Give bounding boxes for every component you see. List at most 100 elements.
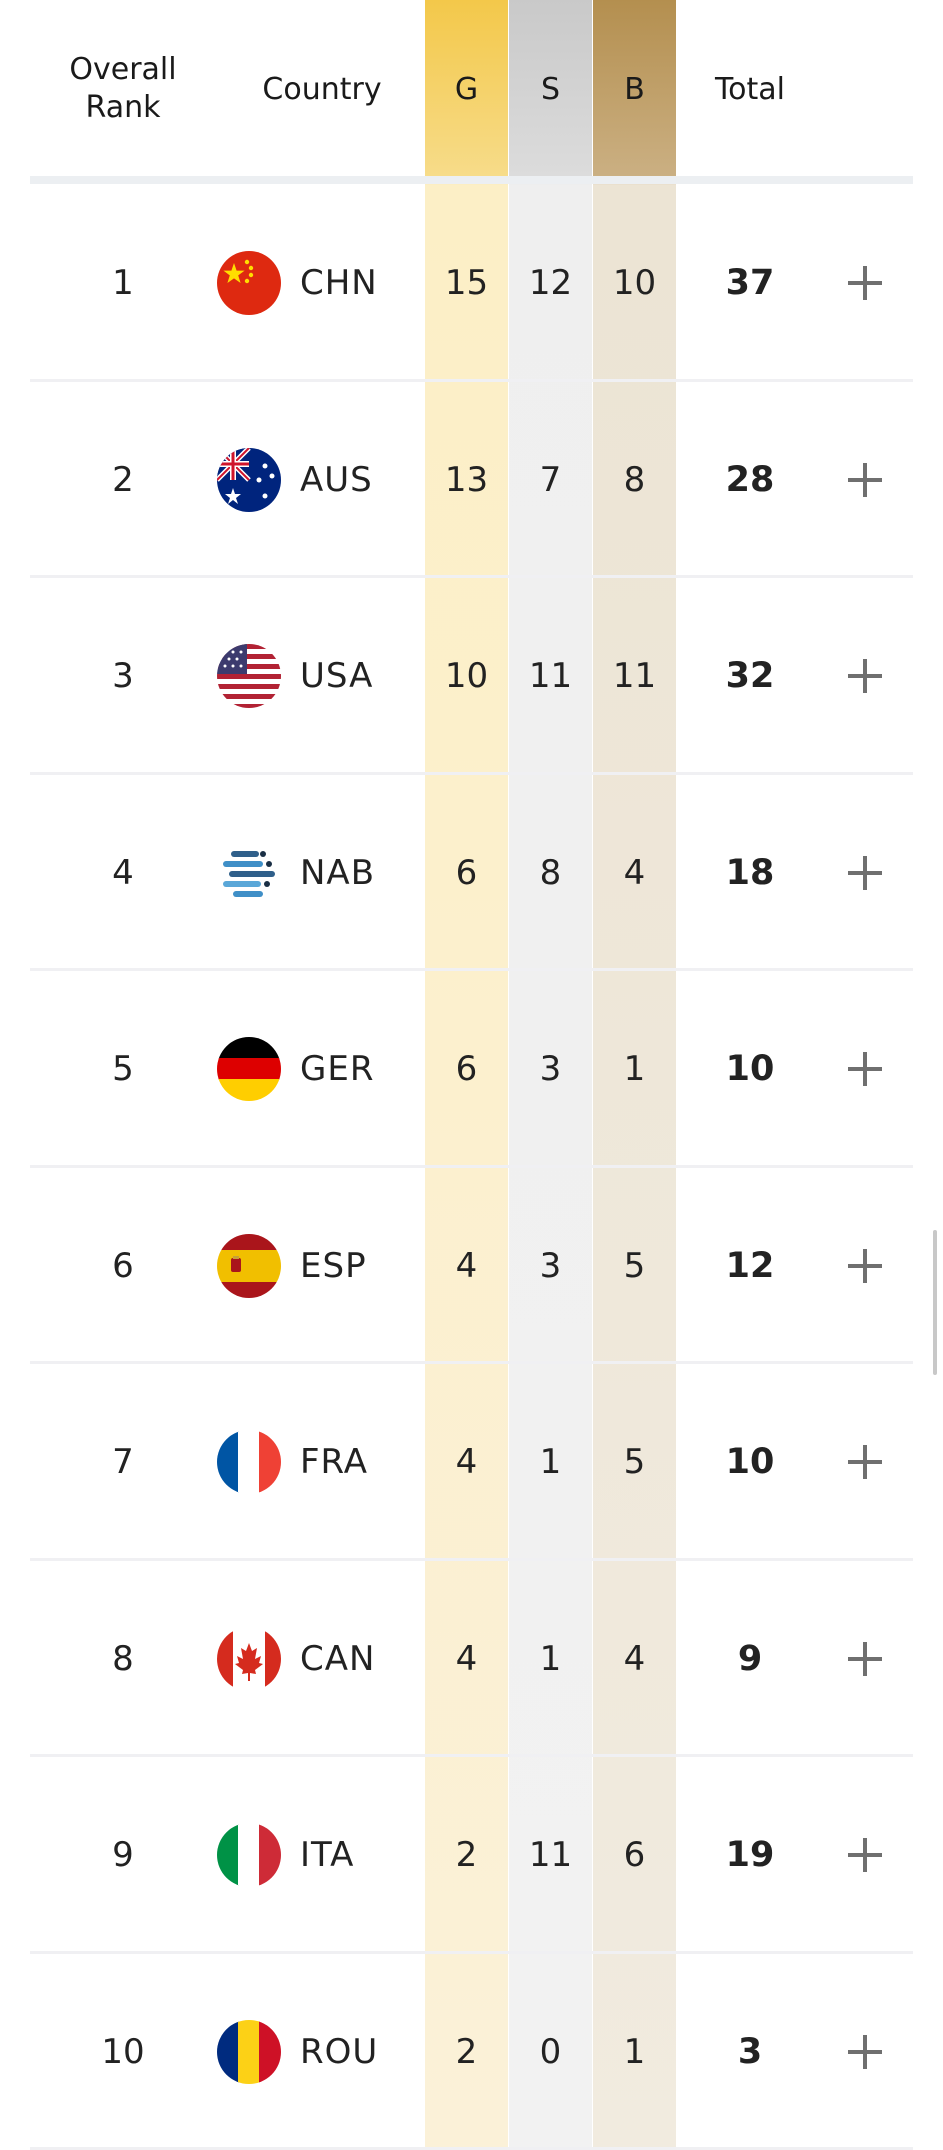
expand-plus-icon[interactable] [848, 856, 882, 890]
rank-cell: 9 [32, 1757, 214, 1953]
country-code: CAN [300, 1561, 420, 1757]
expand-cell [830, 971, 900, 1167]
table-header: Overall Rank Country G S B Total [0, 0, 943, 178]
country-code: AUS [300, 382, 420, 578]
expand-cell [830, 1561, 900, 1757]
flag-cell [214, 578, 284, 774]
gold-count: 13 [425, 382, 508, 578]
silver-header[interactable]: S [509, 0, 592, 178]
rank-cell: 10 [32, 1954, 214, 2150]
gold-count: 6 [425, 775, 508, 971]
country-code: USA [300, 578, 420, 774]
table-row: 10 ROU 2 0 1 3 [0, 1954, 943, 2150]
romania-flag-icon [217, 2020, 281, 2084]
flag-cell [214, 1168, 284, 1364]
bronze-count: 6 [593, 1757, 676, 1953]
gold-count: 4 [425, 1364, 508, 1560]
expand-plus-icon[interactable] [848, 2035, 882, 2069]
total-count: 9 [680, 1561, 820, 1757]
total-header[interactable]: Total [680, 0, 820, 178]
rank-cell: 1 [32, 185, 214, 381]
gold-count: 2 [425, 1757, 508, 1953]
silver-count: 1 [509, 1364, 592, 1560]
flag-cell [214, 1364, 284, 1560]
expand-plus-icon[interactable] [848, 1052, 882, 1086]
header-divider [30, 176, 913, 184]
bronze-count: 1 [593, 971, 676, 1167]
total-count: 10 [680, 1364, 820, 1560]
silver-count: 7 [509, 382, 592, 578]
bronze-count: 1 [593, 1954, 676, 2150]
table-row: 9 ITA 2 11 6 19 [0, 1757, 943, 1954]
expand-cell [830, 775, 900, 971]
table-row: 5 GER 6 3 1 10 [0, 971, 943, 1168]
country-code: ESP [300, 1168, 420, 1364]
expand-plus-icon[interactable] [848, 1838, 882, 1872]
expand-cell [830, 1168, 900, 1364]
france-flag-icon [217, 1430, 281, 1494]
gold-count: 6 [425, 971, 508, 1167]
table-row: 1 CHN 15 12 10 37 [0, 185, 943, 382]
australia-flag-icon [217, 448, 281, 512]
expand-cell [830, 382, 900, 578]
expand-plus-icon[interactable] [848, 463, 882, 497]
table-row: 8 CAN 4 1 4 9 [0, 1561, 943, 1758]
expand-plus-icon[interactable] [848, 266, 882, 300]
bronze-count: 5 [593, 1364, 676, 1560]
bronze-count: 5 [593, 1168, 676, 1364]
table-row: 3 USA 10 11 [0, 578, 943, 775]
flag-cell [214, 1954, 284, 2150]
silver-count: 3 [509, 971, 592, 1167]
country-code: NAB [300, 775, 420, 971]
expand-cell [830, 1364, 900, 1560]
silver-count: 1 [509, 1561, 592, 1757]
flag-cell [214, 971, 284, 1167]
total-count: 19 [680, 1757, 820, 1953]
table-row: 2 AUS 13 7 8 28 [0, 382, 943, 579]
country-header[interactable]: Country [222, 0, 422, 178]
total-count: 10 [680, 971, 820, 1167]
total-count: 32 [680, 578, 820, 774]
silver-count: 3 [509, 1168, 592, 1364]
gold-count: 15 [425, 185, 508, 381]
germany-flag-icon [217, 1037, 281, 1101]
expand-cell [830, 1954, 900, 2150]
overall-rank-header[interactable]: Overall Rank [32, 0, 214, 178]
total-count: 18 [680, 775, 820, 971]
silver-count: 0 [509, 1954, 592, 2150]
country-code: GER [300, 971, 420, 1167]
total-count: 12 [680, 1168, 820, 1364]
rank-cell: 2 [32, 382, 214, 578]
scrollbar[interactable] [933, 1230, 937, 1375]
rank-cell: 6 [32, 1168, 214, 1364]
gold-count: 2 [425, 1954, 508, 2150]
bronze-count: 4 [593, 1561, 676, 1757]
expand-cell [830, 578, 900, 774]
country-code: CHN [300, 185, 420, 381]
table-row: 6 ESP 4 3 5 12 [0, 1168, 943, 1365]
bronze-count: 10 [593, 185, 676, 381]
flag-cell [214, 1757, 284, 1953]
rank-cell: 8 [32, 1561, 214, 1757]
bronze-header[interactable]: B [593, 0, 676, 178]
rank-cell: 7 [32, 1364, 214, 1560]
usa-flag-icon [217, 644, 281, 708]
italy-flag-icon [217, 1823, 281, 1887]
silver-count: 8 [509, 775, 592, 971]
expand-plus-icon[interactable] [848, 659, 882, 693]
table-row: 4 NAB 6 8 4 18 [0, 775, 943, 972]
rank-cell: 5 [32, 971, 214, 1167]
flag-cell [214, 185, 284, 381]
expand-plus-icon[interactable] [848, 1249, 882, 1283]
total-count: 37 [680, 185, 820, 381]
expand-plus-icon[interactable] [848, 1445, 882, 1479]
expand-plus-icon[interactable] [848, 1642, 882, 1676]
expand-cell [830, 185, 900, 381]
neutral-athletes-flag-icon [217, 841, 281, 905]
flag-cell [214, 382, 284, 578]
flag-cell [214, 1561, 284, 1757]
gold-header[interactable]: G [425, 0, 508, 178]
bronze-count: 4 [593, 775, 676, 971]
flag-cell [214, 775, 284, 971]
gold-count: 4 [425, 1561, 508, 1757]
